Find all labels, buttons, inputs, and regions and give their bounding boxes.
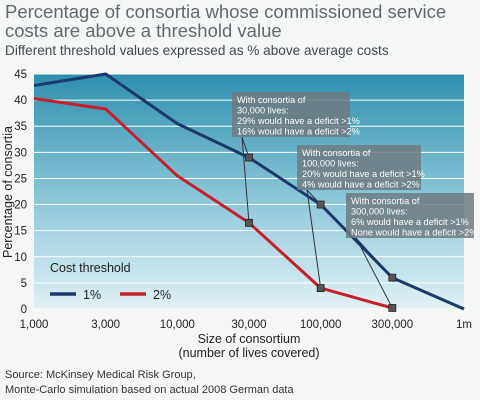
data-marker xyxy=(245,218,253,227)
annotation-connector xyxy=(241,136,250,223)
x-tick-label: 300,000 xyxy=(372,319,414,331)
annotation-box xyxy=(232,92,350,137)
annotation-text: 6% would have a deficit >1% xyxy=(351,217,469,227)
y-tick-label: 30 xyxy=(14,147,27,159)
y-tick-label: 45 xyxy=(14,69,27,81)
y-tick-label: 40 xyxy=(14,95,27,107)
y-tick-label: 0 xyxy=(21,304,27,316)
y-tick-label: 35 xyxy=(14,121,27,133)
y-tick-label: 5 xyxy=(21,278,27,290)
annotation-connector xyxy=(306,189,322,289)
x-axis-sublabel: (number of lives covered) xyxy=(178,346,319,360)
x-tick-label: 30,000 xyxy=(231,319,266,331)
legend-title: Cost threshold xyxy=(50,261,131,275)
data-marker xyxy=(245,153,253,162)
legend-label: 2% xyxy=(153,288,171,302)
y-tick-label: 25 xyxy=(14,173,27,185)
source-note: Source: McKinsey Medical Risk Group, Mon… xyxy=(5,368,294,398)
x-tick-label: 3,000 xyxy=(91,319,120,331)
source-line: Monte-Carlo simulation based on actual 2… xyxy=(5,384,294,396)
series-line xyxy=(33,97,393,310)
data-marker xyxy=(316,200,325,209)
source-line: Source: McKinsey Medical Risk Group, xyxy=(5,369,196,381)
y-tick-label: 20 xyxy=(14,200,27,212)
annotation-text: 16% would have a deficit >2% xyxy=(237,127,360,137)
chart-subtitle: Different threshold values expressed as … xyxy=(5,43,389,58)
annotation-text: With consortia of xyxy=(237,95,306,105)
annotation-text: 29% would have a deficit >1% xyxy=(237,116,360,126)
chart-title: Percentage of consortia whose commission… xyxy=(5,1,447,41)
annotation-text: 100,000 lives: xyxy=(302,159,359,169)
x-axis-label: Size of consortium xyxy=(198,332,301,346)
annotation-text: 30,000 lives: xyxy=(237,106,289,116)
annotation-text: With consortia of xyxy=(351,196,420,206)
annotation-text: With consortia of xyxy=(302,148,371,158)
annotation-text: 4% would have a deficit >2% xyxy=(302,180,420,190)
data-marker xyxy=(388,304,397,312)
annotation-text: None would have a deficit >2% xyxy=(351,228,477,238)
y-axis-label: Percentage of consortia xyxy=(1,126,15,258)
annotation-box xyxy=(297,145,421,190)
y-tick-label: 15 xyxy=(14,226,27,238)
annotation-box xyxy=(346,193,474,238)
data-marker xyxy=(316,284,325,293)
x-tick-label: 1m xyxy=(456,319,472,331)
x-tick-label: 100,000 xyxy=(300,319,342,331)
legend-label: 1% xyxy=(83,288,101,302)
annotation-text: 20% would have a deficit >1% xyxy=(302,169,425,179)
annotation-text: 300,000 lives: xyxy=(351,207,408,217)
x-tick-label: 10,000 xyxy=(160,319,195,331)
annotation-connector xyxy=(355,237,393,309)
data-marker xyxy=(388,273,397,282)
x-tick-label: 1,000 xyxy=(20,319,49,331)
y-tick-label: 10 xyxy=(14,252,27,264)
